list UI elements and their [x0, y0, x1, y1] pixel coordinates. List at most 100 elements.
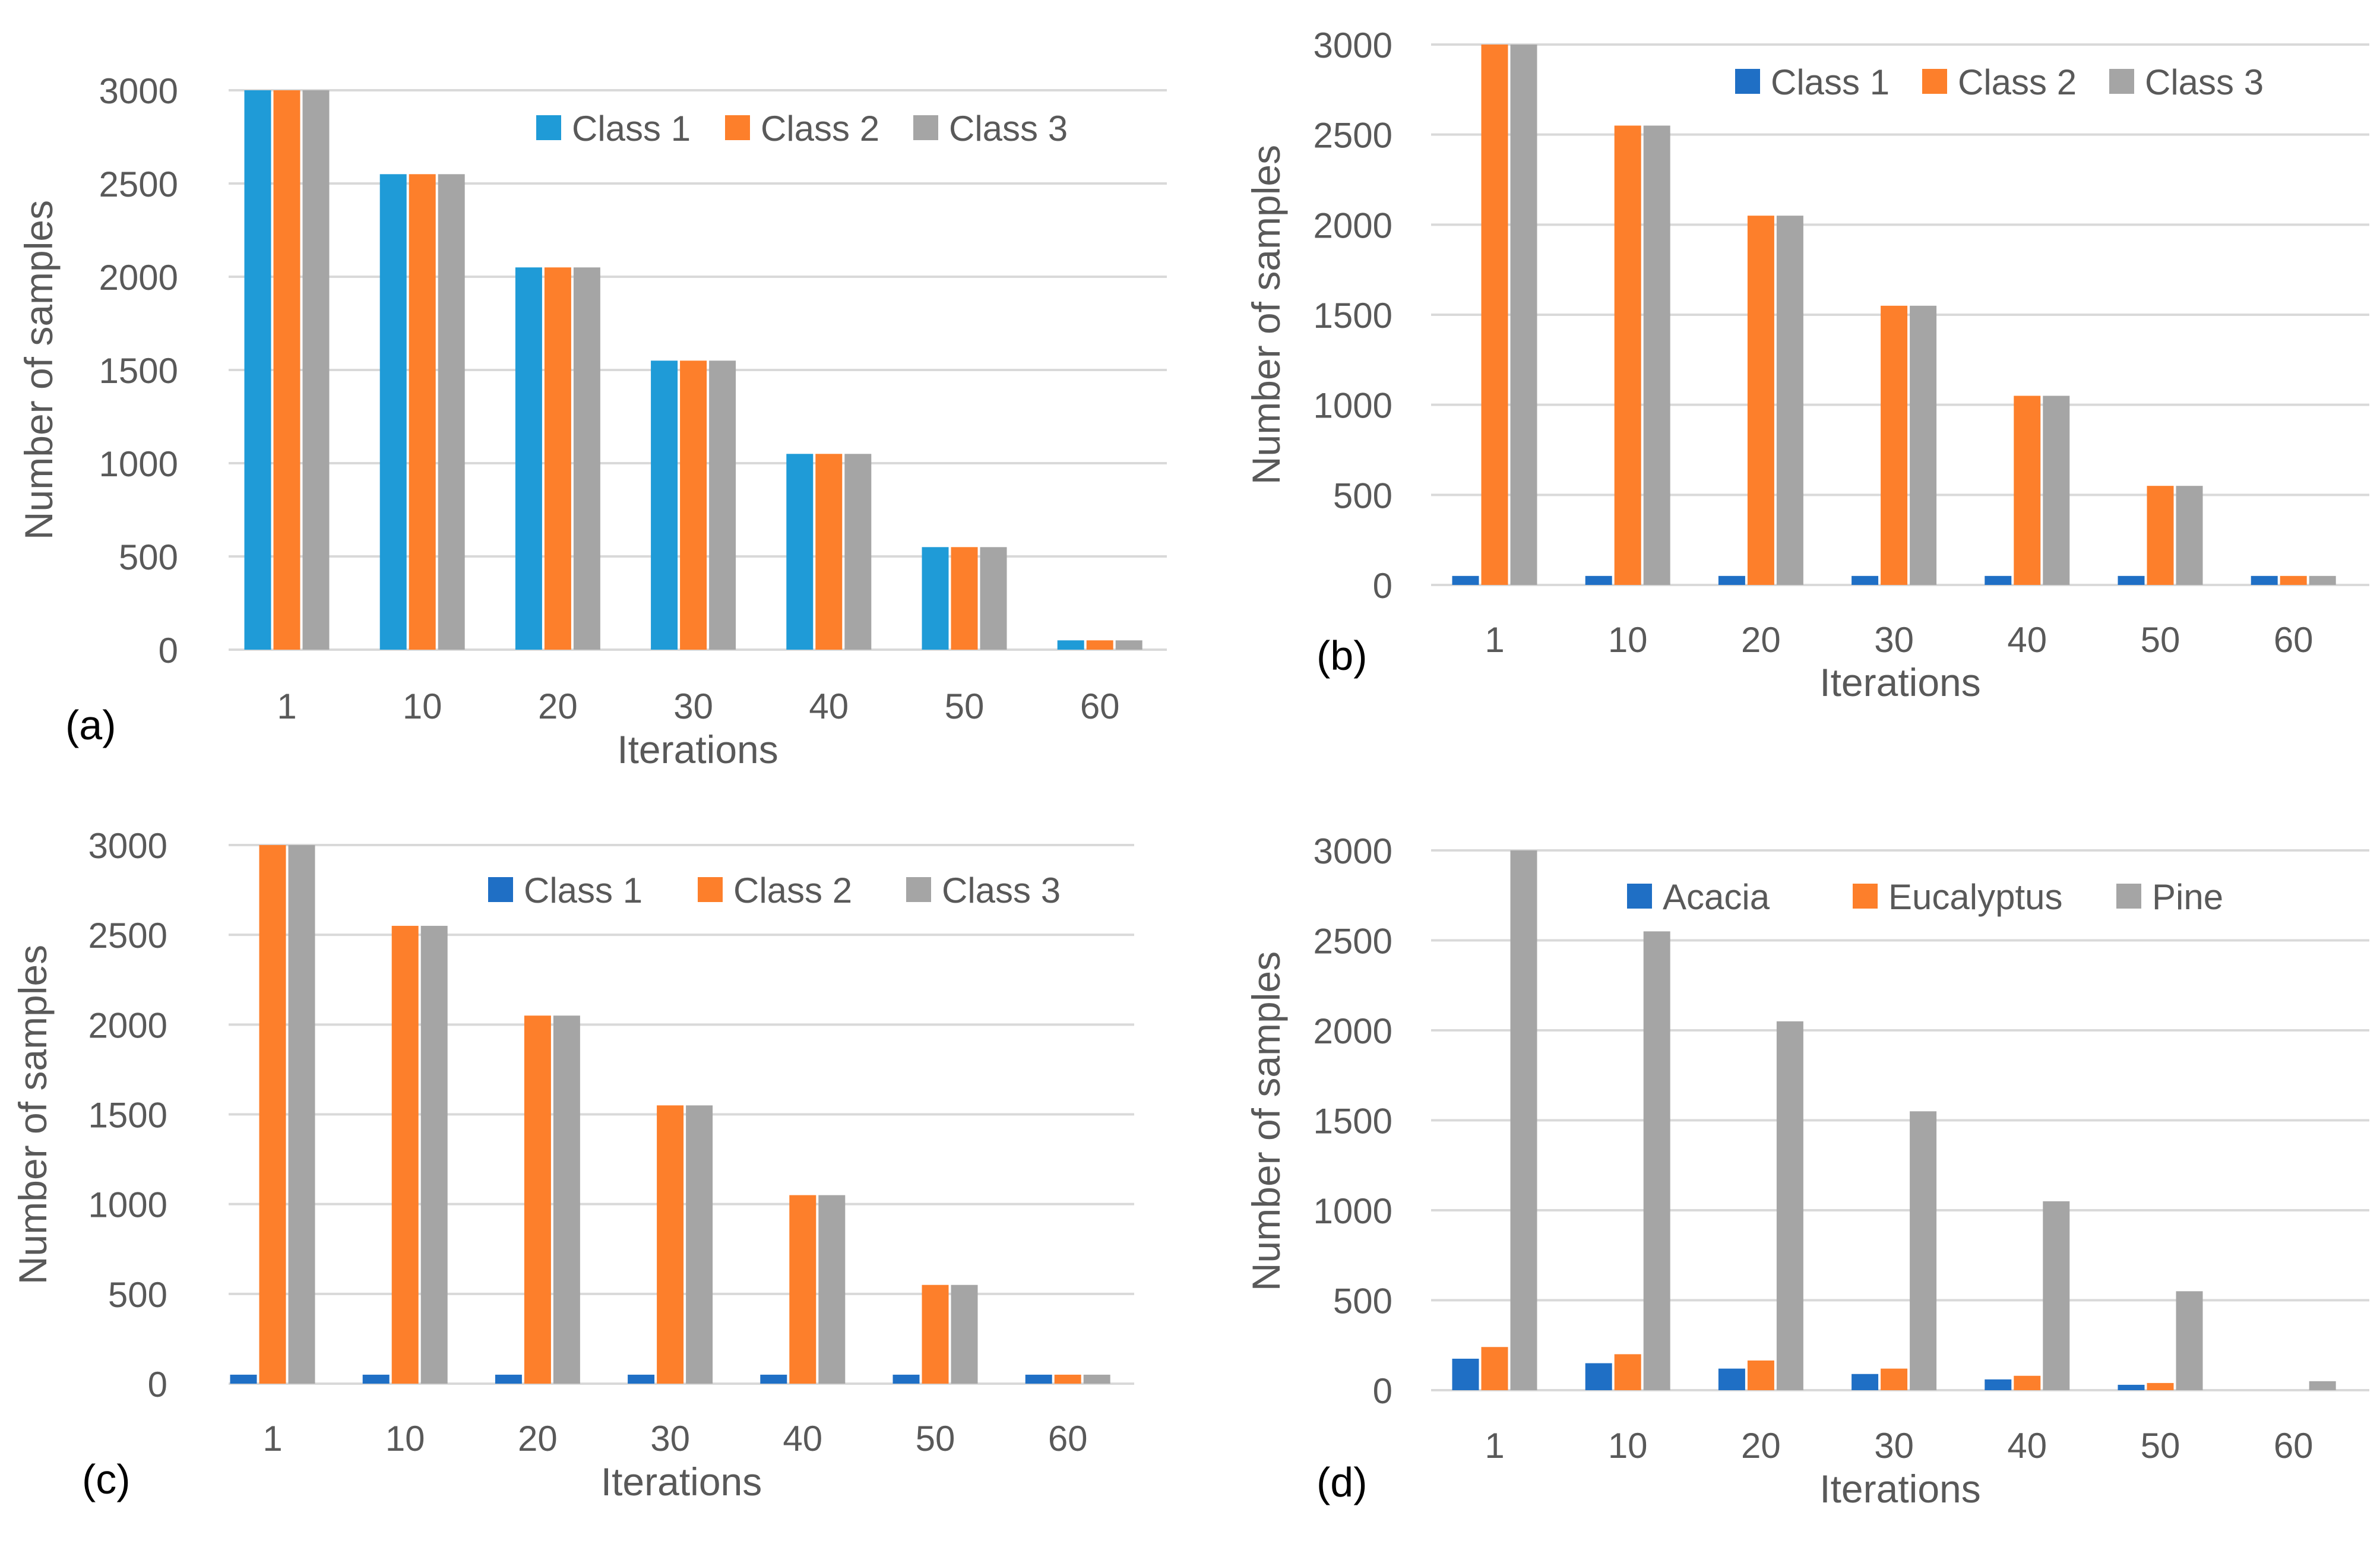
bar-class-1-40	[786, 454, 814, 650]
bar-class-1-1	[1452, 575, 1479, 585]
chart-panel-a: 0 500 1000 1500 2000 2500 3000 1 10 20 30 40 50 60 Ite…	[17, 71, 1167, 771]
x-tick-label: 10	[385, 1419, 425, 1458]
bar-acacia-30	[1852, 1374, 1879, 1390]
bar-class-2-30	[657, 1105, 684, 1384]
y-tick-label: 500	[119, 537, 178, 577]
bar-class-3-40	[2043, 396, 2070, 585]
y-tick-label: 2000	[1314, 1011, 1392, 1051]
legend-label-class-1: Class 1	[572, 109, 691, 148]
y-axis-title: Number of samples	[17, 200, 61, 540]
y-tick-label: 0	[159, 631, 178, 670]
bar-eucalyptus-10	[1614, 1354, 1641, 1390]
bar-acacia-1	[1452, 1358, 1479, 1390]
y-tick-label: 1000	[1314, 1191, 1392, 1231]
x-tick-label: 30	[1874, 1426, 1914, 1466]
bar-pine-40	[2043, 1201, 2070, 1390]
bar-eucalyptus-20	[1747, 1361, 1774, 1390]
bar-class-1-10	[379, 174, 407, 650]
bar-class-2-50	[951, 547, 978, 650]
bar-class-1-20	[515, 267, 542, 650]
bar-class-1-30	[628, 1374, 655, 1384]
x-axis-title: Iterations	[1819, 1467, 1980, 1511]
x-tick-label: 50	[916, 1419, 955, 1458]
legend-swatch-class-2	[698, 877, 723, 902]
bar-class-3-1	[288, 845, 315, 1384]
x-tick-label: 1	[1485, 1426, 1504, 1466]
y-tick-label: 0	[1373, 1371, 1392, 1411]
legend-swatch-class-1	[488, 877, 513, 902]
bar-class-3-20	[573, 267, 600, 650]
bar-pine-30	[1910, 1111, 1937, 1390]
bar-class-1-30	[1852, 575, 1879, 585]
bar-class-1-10	[362, 1374, 390, 1384]
bar-pine-50	[2176, 1291, 2203, 1390]
bar-class-1-60	[1025, 1374, 1052, 1384]
x-tick-label: 20	[538, 686, 578, 726]
legend-swatch-class-2	[1922, 69, 1947, 94]
y-axis-title: Number of samples	[11, 945, 55, 1284]
bar-class-3-40	[818, 1195, 846, 1384]
y-tick-label: 3000	[1314, 26, 1392, 65]
bar-class-2-10	[1614, 125, 1641, 585]
y-tick-label: 0	[1373, 566, 1392, 606]
legend-swatch-class-2	[725, 115, 750, 140]
y-tick-label: 500	[1333, 476, 1392, 515]
legend-swatch-acacia	[1627, 884, 1652, 909]
x-tick-label: 40	[2007, 620, 2047, 660]
bar-acacia-20	[1718, 1368, 1745, 1390]
x-tick-label: 10	[403, 686, 442, 726]
bar-class-2-20	[524, 1015, 551, 1384]
legend-label-class-3: Class 3	[2145, 62, 2264, 102]
legend-label-class-2: Class 2	[1958, 62, 2077, 102]
bar-class-2-20	[544, 267, 571, 650]
bar-acacia-50	[2118, 1384, 2145, 1390]
panel-label: (d)	[1316, 1459, 1368, 1505]
bar-pine-1	[1510, 850, 1537, 1390]
bar-class-2-60	[1086, 640, 1113, 650]
legend-swatch-class-1	[1735, 69, 1760, 94]
x-tick-label: 50	[2141, 620, 2180, 660]
bar-class-3-20	[553, 1015, 580, 1384]
bar-class-3-10	[438, 174, 465, 650]
y-tick-label: 500	[1333, 1282, 1392, 1321]
bar-class-3-50	[2176, 486, 2203, 585]
bar-class-2-40	[789, 1195, 816, 1384]
bar-acacia-40	[1985, 1379, 2012, 1390]
bar-class-3-1	[302, 90, 330, 650]
bar-class-3-1	[1510, 45, 1537, 585]
y-tick-label: 500	[108, 1275, 167, 1315]
x-tick-label: 1	[1485, 620, 1504, 660]
legend-label-class-3: Class 3	[942, 871, 1061, 910]
bar-acacia-10	[1585, 1363, 1612, 1390]
bar-class-1-30	[651, 360, 678, 650]
bar-class-1-60	[1057, 640, 1084, 650]
chart-panel-c: 0 500 1000 1500 2000 2500 3000 1 10 20 30 40 50 60 Ite…	[11, 826, 1134, 1504]
bar-class-1-1	[230, 1374, 257, 1384]
bar-class-2-10	[409, 174, 436, 650]
panel-label: (b)	[1316, 632, 1368, 679]
bar-pine-20	[1776, 1021, 1803, 1390]
x-tick-label: 60	[2274, 620, 2313, 660]
x-tick-label: 20	[518, 1419, 558, 1458]
bar-eucalyptus-50	[2147, 1382, 2174, 1390]
bar-class-2-60	[2280, 575, 2307, 585]
legend-label-class-3: Class 3	[949, 109, 1068, 148]
bar-class-1-20	[495, 1374, 522, 1384]
x-tick-label: 1	[277, 686, 296, 726]
bar-class-2-50	[2147, 486, 2174, 585]
bar-class-1-50	[2118, 575, 2145, 585]
y-tick-label: 2500	[1314, 116, 1392, 156]
bar-class-1-60	[2251, 575, 2278, 585]
bar-class-3-50	[951, 1284, 978, 1384]
panel-label: (a)	[65, 702, 116, 748]
legend-label-acacia: Acacia	[1663, 877, 1770, 917]
y-tick-label: 1500	[1314, 1102, 1392, 1141]
bar-class-1-10	[1585, 575, 1612, 585]
panel-label: (c)	[82, 1456, 131, 1502]
y-tick-label: 2500	[99, 164, 178, 204]
bar-class-2-50	[922, 1284, 949, 1384]
x-axis-title: Iterations	[1819, 660, 1980, 704]
x-axis-title: Iterations	[617, 727, 778, 771]
legend-swatch-class-3	[2109, 69, 2134, 94]
y-tick-label: 2000	[1314, 205, 1392, 245]
